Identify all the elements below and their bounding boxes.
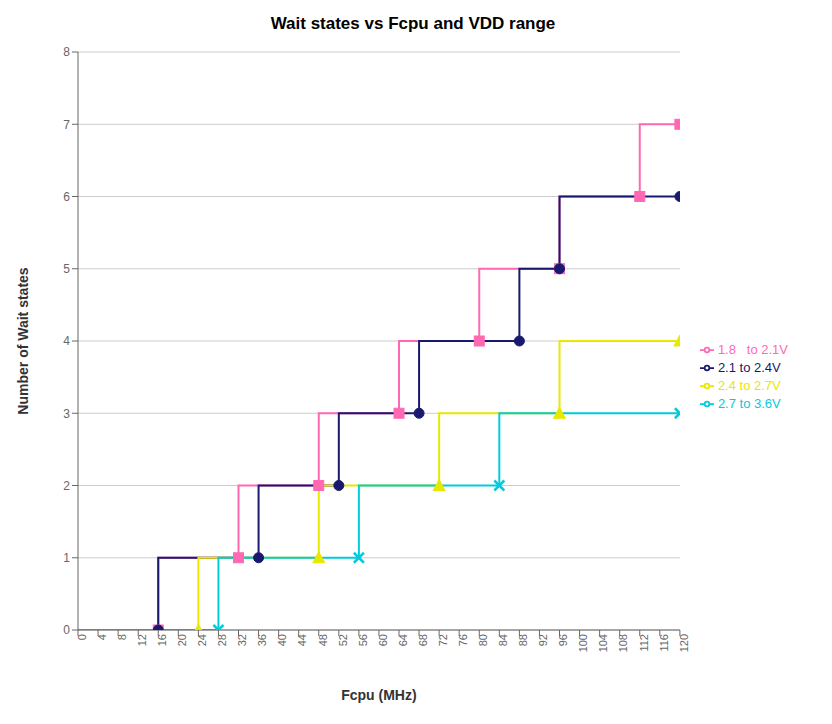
svg-text:28: 28 bbox=[216, 634, 228, 646]
svg-text:112: 112 bbox=[638, 634, 650, 652]
html-text:1.8 to 2.1V: 1.8 to 2.1V bbox=[717, 342, 788, 357]
svg-text:16: 16 bbox=[156, 634, 168, 646]
svg-text:3: 3 bbox=[63, 407, 70, 421]
svg-text:84: 84 bbox=[497, 634, 509, 646]
svg-text:100: 100 bbox=[577, 634, 589, 652]
html-text:Wait states vs Fcpu and VDD ra: Wait states vs Fcpu and VDD range bbox=[270, 14, 556, 33]
svg-text:64: 64 bbox=[397, 634, 409, 646]
svg-text:56: 56 bbox=[357, 634, 369, 646]
svg-text:48: 48 bbox=[317, 634, 329, 646]
svg-text:1: 1 bbox=[63, 551, 70, 565]
svg-text:2: 2 bbox=[63, 479, 70, 493]
svg-text:0: 0 bbox=[76, 634, 88, 640]
svg-text:120: 120 bbox=[678, 634, 690, 652]
svg-text:40: 40 bbox=[276, 634, 288, 646]
svg-text:24: 24 bbox=[196, 634, 208, 646]
svg-text:108: 108 bbox=[618, 634, 630, 652]
html-text:2.1 to 2.4V: 2.1 to 2.4V bbox=[717, 360, 781, 375]
svg-text:6: 6 bbox=[63, 190, 70, 204]
svg-text:4: 4 bbox=[96, 634, 108, 640]
svg-text:96: 96 bbox=[557, 634, 569, 646]
svg-text:52: 52 bbox=[337, 634, 349, 646]
svg-text:20: 20 bbox=[176, 634, 188, 646]
svg-text:Fcpu (MHz): Fcpu (MHz) bbox=[341, 687, 416, 703]
html-text:2.7 to 3.6V: 2.7 to 3.6V bbox=[717, 396, 781, 411]
svg-text:92: 92 bbox=[537, 634, 549, 646]
svg-text:68: 68 bbox=[417, 634, 429, 646]
svg-text:0: 0 bbox=[63, 623, 70, 637]
svg-text:76: 76 bbox=[457, 634, 469, 646]
svg-text:88: 88 bbox=[517, 634, 529, 646]
svg-text:12: 12 bbox=[136, 634, 148, 646]
svg-text:60: 60 bbox=[377, 634, 389, 646]
svg-text:8: 8 bbox=[63, 45, 70, 59]
svg-text:104: 104 bbox=[597, 634, 609, 652]
svg-text:5: 5 bbox=[63, 262, 70, 276]
svg-text:116: 116 bbox=[658, 634, 670, 652]
html-text:2.4 to 2.7V: 2.4 to 2.7V bbox=[717, 378, 781, 393]
svg-text:72: 72 bbox=[437, 634, 449, 646]
svg-text:80: 80 bbox=[477, 634, 489, 646]
svg-text:8: 8 bbox=[116, 634, 128, 640]
svg-text:32: 32 bbox=[236, 634, 248, 646]
svg-text:4: 4 bbox=[63, 334, 70, 348]
svg-text:7: 7 bbox=[63, 118, 70, 132]
svg-text:36: 36 bbox=[256, 634, 268, 646]
svg-text:44: 44 bbox=[297, 634, 309, 646]
svg-text:Number of Wait states: Number of Wait states bbox=[15, 267, 31, 414]
